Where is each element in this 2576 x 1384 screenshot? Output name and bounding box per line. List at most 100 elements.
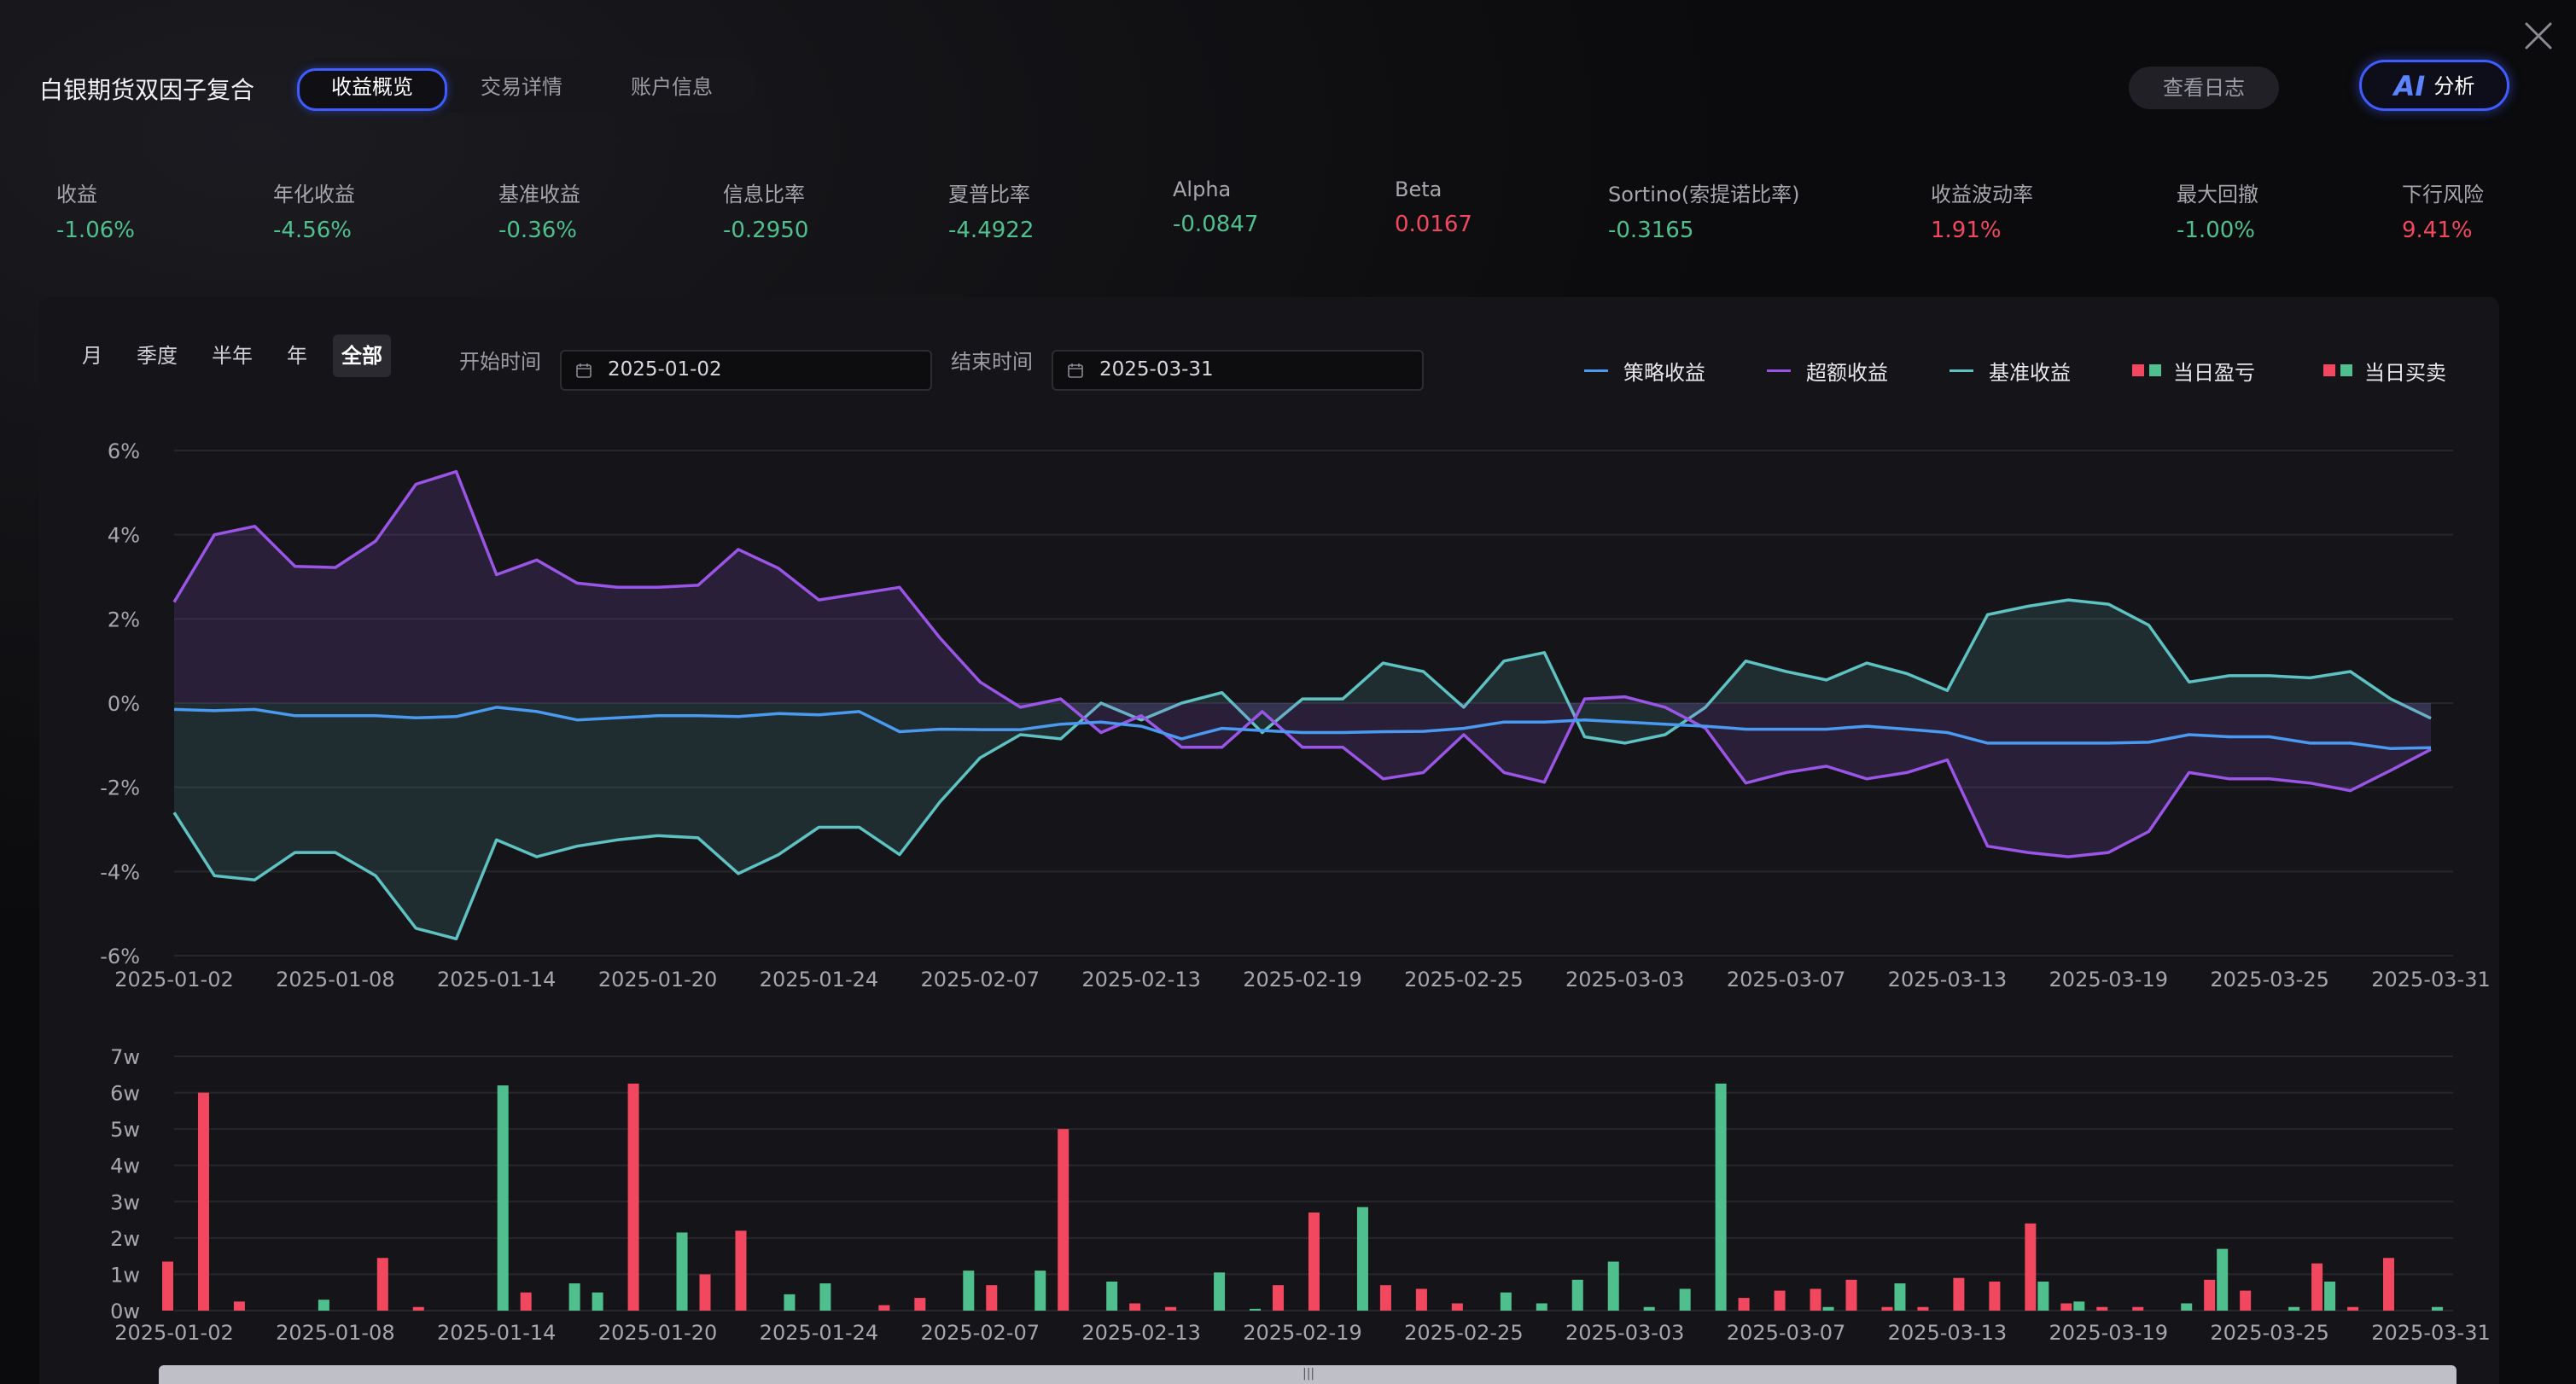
metric-value: -0.0847 [1173,212,1259,237]
period-half-year[interactable]: 半年 [212,344,253,368]
metric-label: 收益 [56,183,97,206]
pnl-bar [1058,1129,1069,1311]
tab-overview[interactable]: 收益概览 [297,68,447,111]
trade-bar [2037,1281,2049,1311]
x-tick-label: 2025-01-20 [598,1321,717,1345]
metric-benchmark-return: 基准收益 -0.36% [498,177,580,243]
pnl-bar [699,1274,711,1311]
trade-bar [2181,1303,2193,1311]
period-month[interactable]: 月 [82,344,102,368]
legend-square-icon [2149,364,2161,376]
legend-label: 策略收益 [1623,360,1705,385]
x-tick-label: 2025-02-07 [921,968,1040,991]
trade-bar [784,1294,796,1311]
metric-label: 夏普比率 [948,183,1030,206]
pnl-bar [1917,1306,1929,1311]
tab-trade-details[interactable]: 交易详情 [481,75,562,99]
metric-value: -1.06% [56,218,135,243]
pnl-bar [1273,1285,1285,1311]
pnl-bar [2025,1223,2037,1311]
pnl-bar [1165,1306,1177,1311]
legend-strategy[interactable]: 策略收益 [1584,353,1705,387]
trade-bar [1571,1279,1583,1311]
legend-label: 当日盈亏 [2173,360,2255,385]
view-log-button[interactable]: 查看日志 [2129,67,2279,109]
y-tick-label: -2% [100,776,140,800]
x-tick-label: 2025-01-24 [760,968,878,991]
pnl-bar [2096,1306,2108,1311]
trade-bar [1214,1272,1226,1311]
end-date-input[interactable]: 2025-03-31 [1052,350,1424,391]
trade-bar [1715,1083,1727,1311]
metric-beta: Beta 0.0167 [1395,177,1472,237]
y-tick-label: 3w [110,1190,140,1214]
x-tick-label: 2025-01-24 [760,1321,878,1345]
pnl-bar [2383,1258,2395,1311]
x-tick-label: 2025-02-13 [1081,968,1200,991]
x-tick-label: 2025-03-19 [2049,1321,2168,1345]
tab-bar: 收益概览 交易详情 账户信息 [295,58,756,113]
calendar-icon [576,363,592,378]
trade-bar [1250,1308,1262,1311]
metric-value: -0.3165 [1608,218,1694,243]
legend-daily-trade[interactable]: 当日买卖 [2323,353,2446,387]
drag-handle-icon[interactable]: ||| [1303,1367,1315,1381]
pnl-bar [1415,1288,1427,1311]
period-all[interactable]: 全部 [333,334,391,377]
metric-value: -0.36% [498,218,577,243]
metric-label: 收益波动率 [1931,183,2033,206]
y-tick-label: 6w [110,1082,140,1106]
x-tick-label: 2025-03-07 [1727,968,1845,991]
pnl-bar [2311,1263,2323,1311]
legend-excess[interactable]: 超额收益 [1767,353,1888,387]
legend-label: 基准收益 [1989,360,2071,385]
trade-bar [2288,1306,2300,1311]
legend-square-icon [2323,364,2335,376]
metric-alpha: Alpha -0.0847 [1173,177,1258,237]
tab-account-info[interactable]: 账户信息 [631,75,713,99]
x-tick-label: 2025-03-07 [1727,1321,1845,1345]
pnl-bar [1738,1298,1750,1311]
end-date-value: 2025-03-31 [1099,358,1214,381]
metric-label: 下行风险 [2402,183,2484,206]
trade-bar [1894,1283,1906,1311]
start-date-value: 2025-01-02 [608,358,722,381]
ai-analysis-label: 分析 [2433,74,2475,98]
pnl-bar [2132,1306,2144,1311]
period-quarter[interactable]: 季度 [137,344,178,368]
legend-daily-pnl[interactable]: 当日盈亏 [2132,353,2255,387]
trade-bar [1034,1271,1046,1311]
x-tick-label: 2025-02-07 [921,1321,1040,1345]
y-tick-label: 0% [108,692,140,716]
x-tick-label: 2025-02-19 [1243,1321,1361,1345]
x-tick-label: 2025-03-03 [1565,968,1684,991]
data-zoom-scrollbar[interactable]: ||| [159,1365,2457,1384]
metric-sortino: Sortino(索提诺比率) -0.3165 [1608,177,1799,243]
x-tick-label: 2025-03-25 [2210,968,2328,991]
legend-benchmark[interactable]: 基准收益 [1949,353,2071,387]
series-line [172,598,2432,941]
start-date-input[interactable]: 2025-01-02 [560,350,932,391]
trade-bar [2217,1248,2229,1311]
metric-value: -4.4922 [948,218,1034,243]
period-year[interactable]: 年 [287,344,307,368]
legend-square-icon [2340,364,2352,376]
pnl-bar [520,1292,532,1311]
pnl-bar [2204,1279,2216,1311]
ai-analysis-button[interactable]: AI 分析 [2359,60,2509,111]
legend-label: 超额收益 [1806,360,1888,385]
header: 白银期货双因子复合 收益概览 交易详情 账户信息 查看日志 AI 分析 [0,0,2576,171]
trade-bar [1106,1281,1118,1311]
metric-value: 0.0167 [1395,212,1472,237]
pnl-bar [162,1261,173,1311]
page-title: 白银期货双因子复合 [39,76,255,104]
legend-square-icon [2132,364,2144,376]
x-tick-label: 2025-03-25 [2210,1321,2328,1345]
trade-bar [1607,1261,1619,1311]
pnl-bar [878,1305,890,1311]
pnl-bar [1953,1277,1965,1311]
y-tick-label: 4% [108,524,140,548]
close-icon[interactable] [2521,19,2556,53]
pnl-bar [2240,1290,2252,1311]
